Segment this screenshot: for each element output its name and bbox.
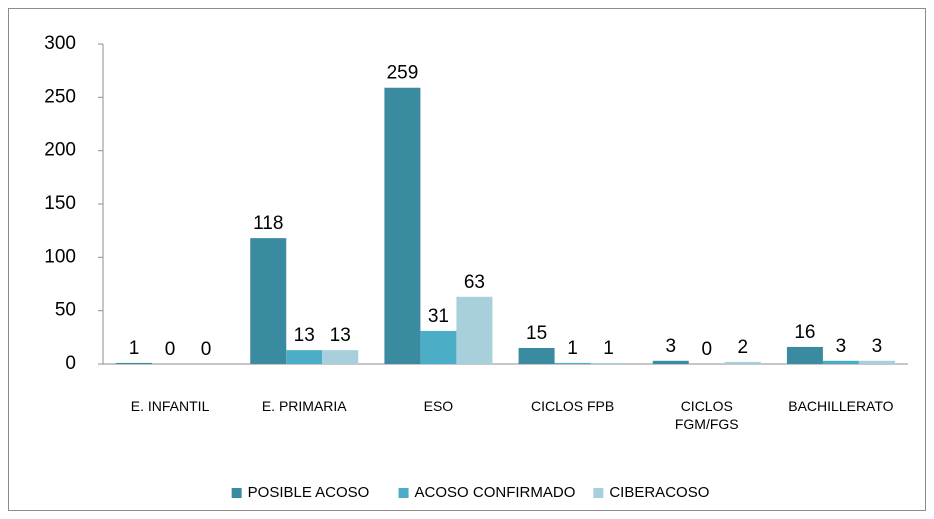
legend-swatch: [593, 488, 604, 498]
value-label: 0: [201, 339, 212, 360]
y-tick-label: 0: [65, 353, 76, 374]
legend-label: POSIBLE ACOSO: [248, 484, 370, 501]
value-label: 3: [872, 336, 883, 357]
value-label: 13: [330, 325, 351, 346]
value-label: 0: [165, 339, 176, 360]
value-label: 1: [129, 338, 140, 359]
bar: [456, 296, 493, 364]
bar: [518, 348, 555, 364]
x-tick-label: E. INFANTIL: [130, 398, 210, 414]
value-label: 31: [428, 306, 449, 327]
value-label: 3: [836, 336, 847, 357]
x-tick-label: ESO: [423, 398, 454, 414]
value-label: 0: [701, 339, 712, 360]
bar: [786, 346, 823, 364]
value-label: 2: [737, 337, 748, 358]
value-label: 1: [603, 338, 614, 359]
value-label: 16: [794, 322, 815, 343]
bar: [420, 330, 457, 364]
bar: [286, 350, 323, 364]
chart-border: [8, 8, 926, 511]
y-tick-label: 300: [44, 33, 76, 54]
value-label: 118: [253, 213, 283, 234]
bar: [590, 362, 627, 364]
x-tick-label: CICLOS FGM/FGS: [674, 398, 739, 432]
bar: [724, 361, 761, 364]
y-tick-label: 250: [44, 86, 76, 107]
bar: [384, 87, 421, 364]
y-tick-label: 100: [44, 246, 76, 267]
value-label: 259: [387, 63, 419, 84]
bar: [554, 362, 591, 364]
value-label: 3: [665, 336, 676, 357]
bar: [322, 350, 359, 364]
legend-label: CIBERACOSO: [609, 484, 709, 501]
x-tick-label: BACHILLERATO: [788, 398, 894, 414]
bar: [822, 360, 859, 364]
value-label: 13: [294, 325, 315, 346]
value-label: 15: [526, 323, 547, 344]
y-tick-label: 50: [55, 300, 76, 321]
y-tick-label: 200: [44, 140, 76, 161]
bar: [858, 360, 895, 364]
y-tick-label: 150: [44, 193, 76, 214]
bar: [652, 360, 689, 364]
x-tick-label: E. PRIMARIA: [261, 398, 347, 414]
bar: [250, 238, 287, 364]
x-tick-label: CICLOS FPB: [530, 398, 615, 414]
legend-label: ACOSO CONFIRMADO: [415, 484, 576, 501]
value-label: 1: [567, 338, 578, 359]
legend-swatch: [398, 488, 409, 498]
bar: [116, 362, 153, 364]
legend-swatch: [231, 488, 242, 498]
value-label: 63: [464, 272, 485, 293]
